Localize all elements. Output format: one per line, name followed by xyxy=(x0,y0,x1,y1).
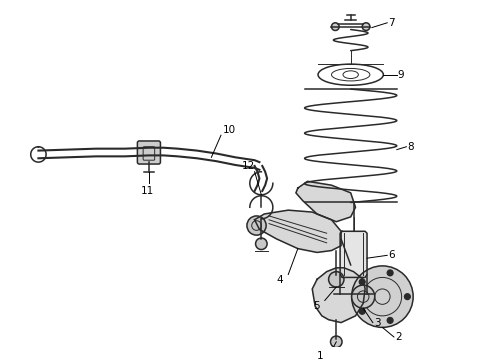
Circle shape xyxy=(387,270,393,276)
Circle shape xyxy=(247,216,266,235)
Text: 12: 12 xyxy=(242,161,255,171)
Text: 5: 5 xyxy=(313,301,320,311)
Circle shape xyxy=(359,309,365,314)
Text: 6: 6 xyxy=(388,250,395,260)
Polygon shape xyxy=(340,231,367,278)
Text: 7: 7 xyxy=(388,18,395,28)
Circle shape xyxy=(387,318,393,323)
Circle shape xyxy=(352,285,375,308)
Text: 4: 4 xyxy=(277,275,283,285)
Text: 8: 8 xyxy=(407,142,414,152)
Circle shape xyxy=(359,279,365,285)
Circle shape xyxy=(329,272,344,287)
Text: 11: 11 xyxy=(141,186,154,196)
FancyBboxPatch shape xyxy=(137,141,160,164)
Circle shape xyxy=(256,238,267,249)
Text: 3: 3 xyxy=(374,318,380,328)
Circle shape xyxy=(331,336,342,347)
Text: 9: 9 xyxy=(398,70,404,80)
Polygon shape xyxy=(255,210,341,252)
Text: 1: 1 xyxy=(317,351,324,360)
Text: 2: 2 xyxy=(395,332,401,342)
Text: 10: 10 xyxy=(223,125,236,135)
Polygon shape xyxy=(312,268,365,323)
Circle shape xyxy=(362,23,370,31)
Circle shape xyxy=(352,266,413,327)
Circle shape xyxy=(331,23,339,31)
Circle shape xyxy=(405,294,410,300)
Polygon shape xyxy=(296,181,356,222)
